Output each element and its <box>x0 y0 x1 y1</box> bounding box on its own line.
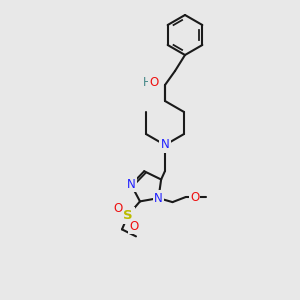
Text: N: N <box>154 192 163 205</box>
Text: O: O <box>190 190 199 204</box>
Text: O: O <box>149 76 159 89</box>
Text: N: N <box>127 178 136 191</box>
Text: S: S <box>123 209 133 222</box>
Text: O: O <box>113 202 123 215</box>
Text: O: O <box>129 220 139 233</box>
Text: N: N <box>160 139 169 152</box>
Text: H: H <box>142 76 152 89</box>
